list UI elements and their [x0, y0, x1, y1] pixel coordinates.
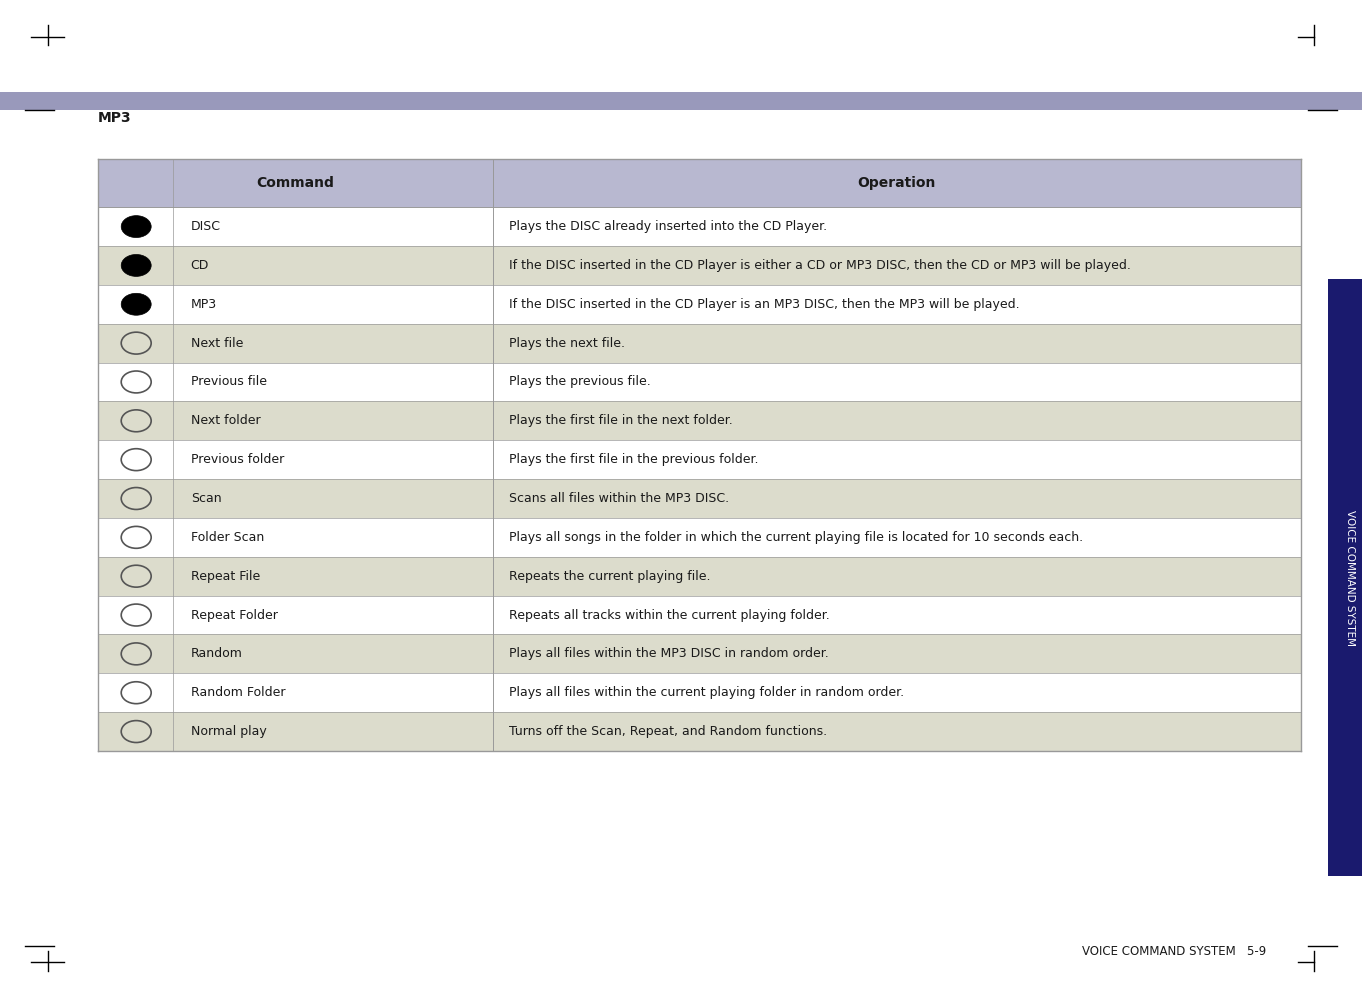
Text: Turns off the Scan, Repeat, and Random functions.: Turns off the Scan, Repeat, and Random f… — [509, 725, 828, 738]
Text: Previous folder: Previous folder — [191, 453, 283, 466]
Text: MP3: MP3 — [191, 298, 217, 311]
FancyBboxPatch shape — [0, 92, 1362, 110]
Text: Repeat Folder: Repeat Folder — [191, 609, 278, 622]
FancyBboxPatch shape — [98, 557, 1301, 596]
FancyBboxPatch shape — [98, 479, 1301, 518]
FancyBboxPatch shape — [98, 440, 1301, 479]
FancyBboxPatch shape — [98, 712, 1301, 751]
Text: Operation: Operation — [858, 176, 936, 190]
Text: Command: Command — [256, 176, 335, 190]
Text: Next folder: Next folder — [191, 414, 260, 427]
Text: Plays the DISC already inserted into the CD Player.: Plays the DISC already inserted into the… — [509, 220, 828, 233]
Text: MP3: MP3 — [98, 111, 132, 124]
Text: Next file: Next file — [191, 337, 242, 350]
FancyBboxPatch shape — [98, 401, 1301, 440]
Text: Plays the next file.: Plays the next file. — [509, 337, 625, 350]
Circle shape — [121, 216, 151, 238]
Text: Random: Random — [191, 647, 242, 660]
Text: Plays the first file in the previous folder.: Plays the first file in the previous fol… — [509, 453, 759, 466]
Text: Repeats all tracks within the current playing folder.: Repeats all tracks within the current pl… — [509, 609, 829, 622]
Text: Plays the first file in the next folder.: Plays the first file in the next folder. — [509, 414, 733, 427]
Text: Folder Scan: Folder Scan — [191, 531, 264, 544]
Text: If the DISC inserted in the CD Player is an MP3 DISC, then the MP3 will be playe: If the DISC inserted in the CD Player is… — [509, 298, 1020, 311]
Text: Plays all files within the MP3 DISC in random order.: Plays all files within the MP3 DISC in r… — [509, 647, 829, 660]
Text: VOICE COMMAND SYSTEM   5-9: VOICE COMMAND SYSTEM 5-9 — [1083, 944, 1267, 958]
FancyBboxPatch shape — [98, 363, 1301, 401]
FancyBboxPatch shape — [98, 673, 1301, 712]
Text: Random Folder: Random Folder — [191, 686, 285, 699]
Text: Normal play: Normal play — [191, 725, 267, 738]
Circle shape — [121, 294, 151, 316]
Circle shape — [121, 255, 151, 277]
Text: Previous file: Previous file — [191, 375, 267, 388]
FancyBboxPatch shape — [98, 159, 1301, 207]
Text: Repeat File: Repeat File — [191, 570, 260, 583]
Text: Plays all files within the current playing folder in random order.: Plays all files within the current playi… — [509, 686, 904, 699]
Text: Scan: Scan — [191, 492, 221, 505]
FancyBboxPatch shape — [98, 246, 1301, 285]
Text: VOICE COMMAND SYSTEM: VOICE COMMAND SYSTEM — [1344, 510, 1355, 645]
Text: Scans all files within the MP3 DISC.: Scans all files within the MP3 DISC. — [509, 492, 730, 505]
Text: Plays the previous file.: Plays the previous file. — [509, 375, 651, 388]
FancyBboxPatch shape — [98, 634, 1301, 673]
FancyBboxPatch shape — [98, 596, 1301, 634]
FancyBboxPatch shape — [98, 285, 1301, 324]
FancyBboxPatch shape — [98, 518, 1301, 557]
FancyBboxPatch shape — [1328, 279, 1362, 876]
Text: If the DISC inserted in the CD Player is either a CD or MP3 DISC, then the CD or: If the DISC inserted in the CD Player is… — [509, 259, 1132, 272]
Text: CD: CD — [191, 259, 208, 272]
FancyBboxPatch shape — [98, 324, 1301, 363]
Text: DISC: DISC — [191, 220, 221, 233]
FancyBboxPatch shape — [98, 207, 1301, 246]
Text: Repeats the current playing file.: Repeats the current playing file. — [509, 570, 711, 583]
Text: Plays all songs in the folder in which the current playing file is located for 1: Plays all songs in the folder in which t… — [509, 531, 1084, 544]
